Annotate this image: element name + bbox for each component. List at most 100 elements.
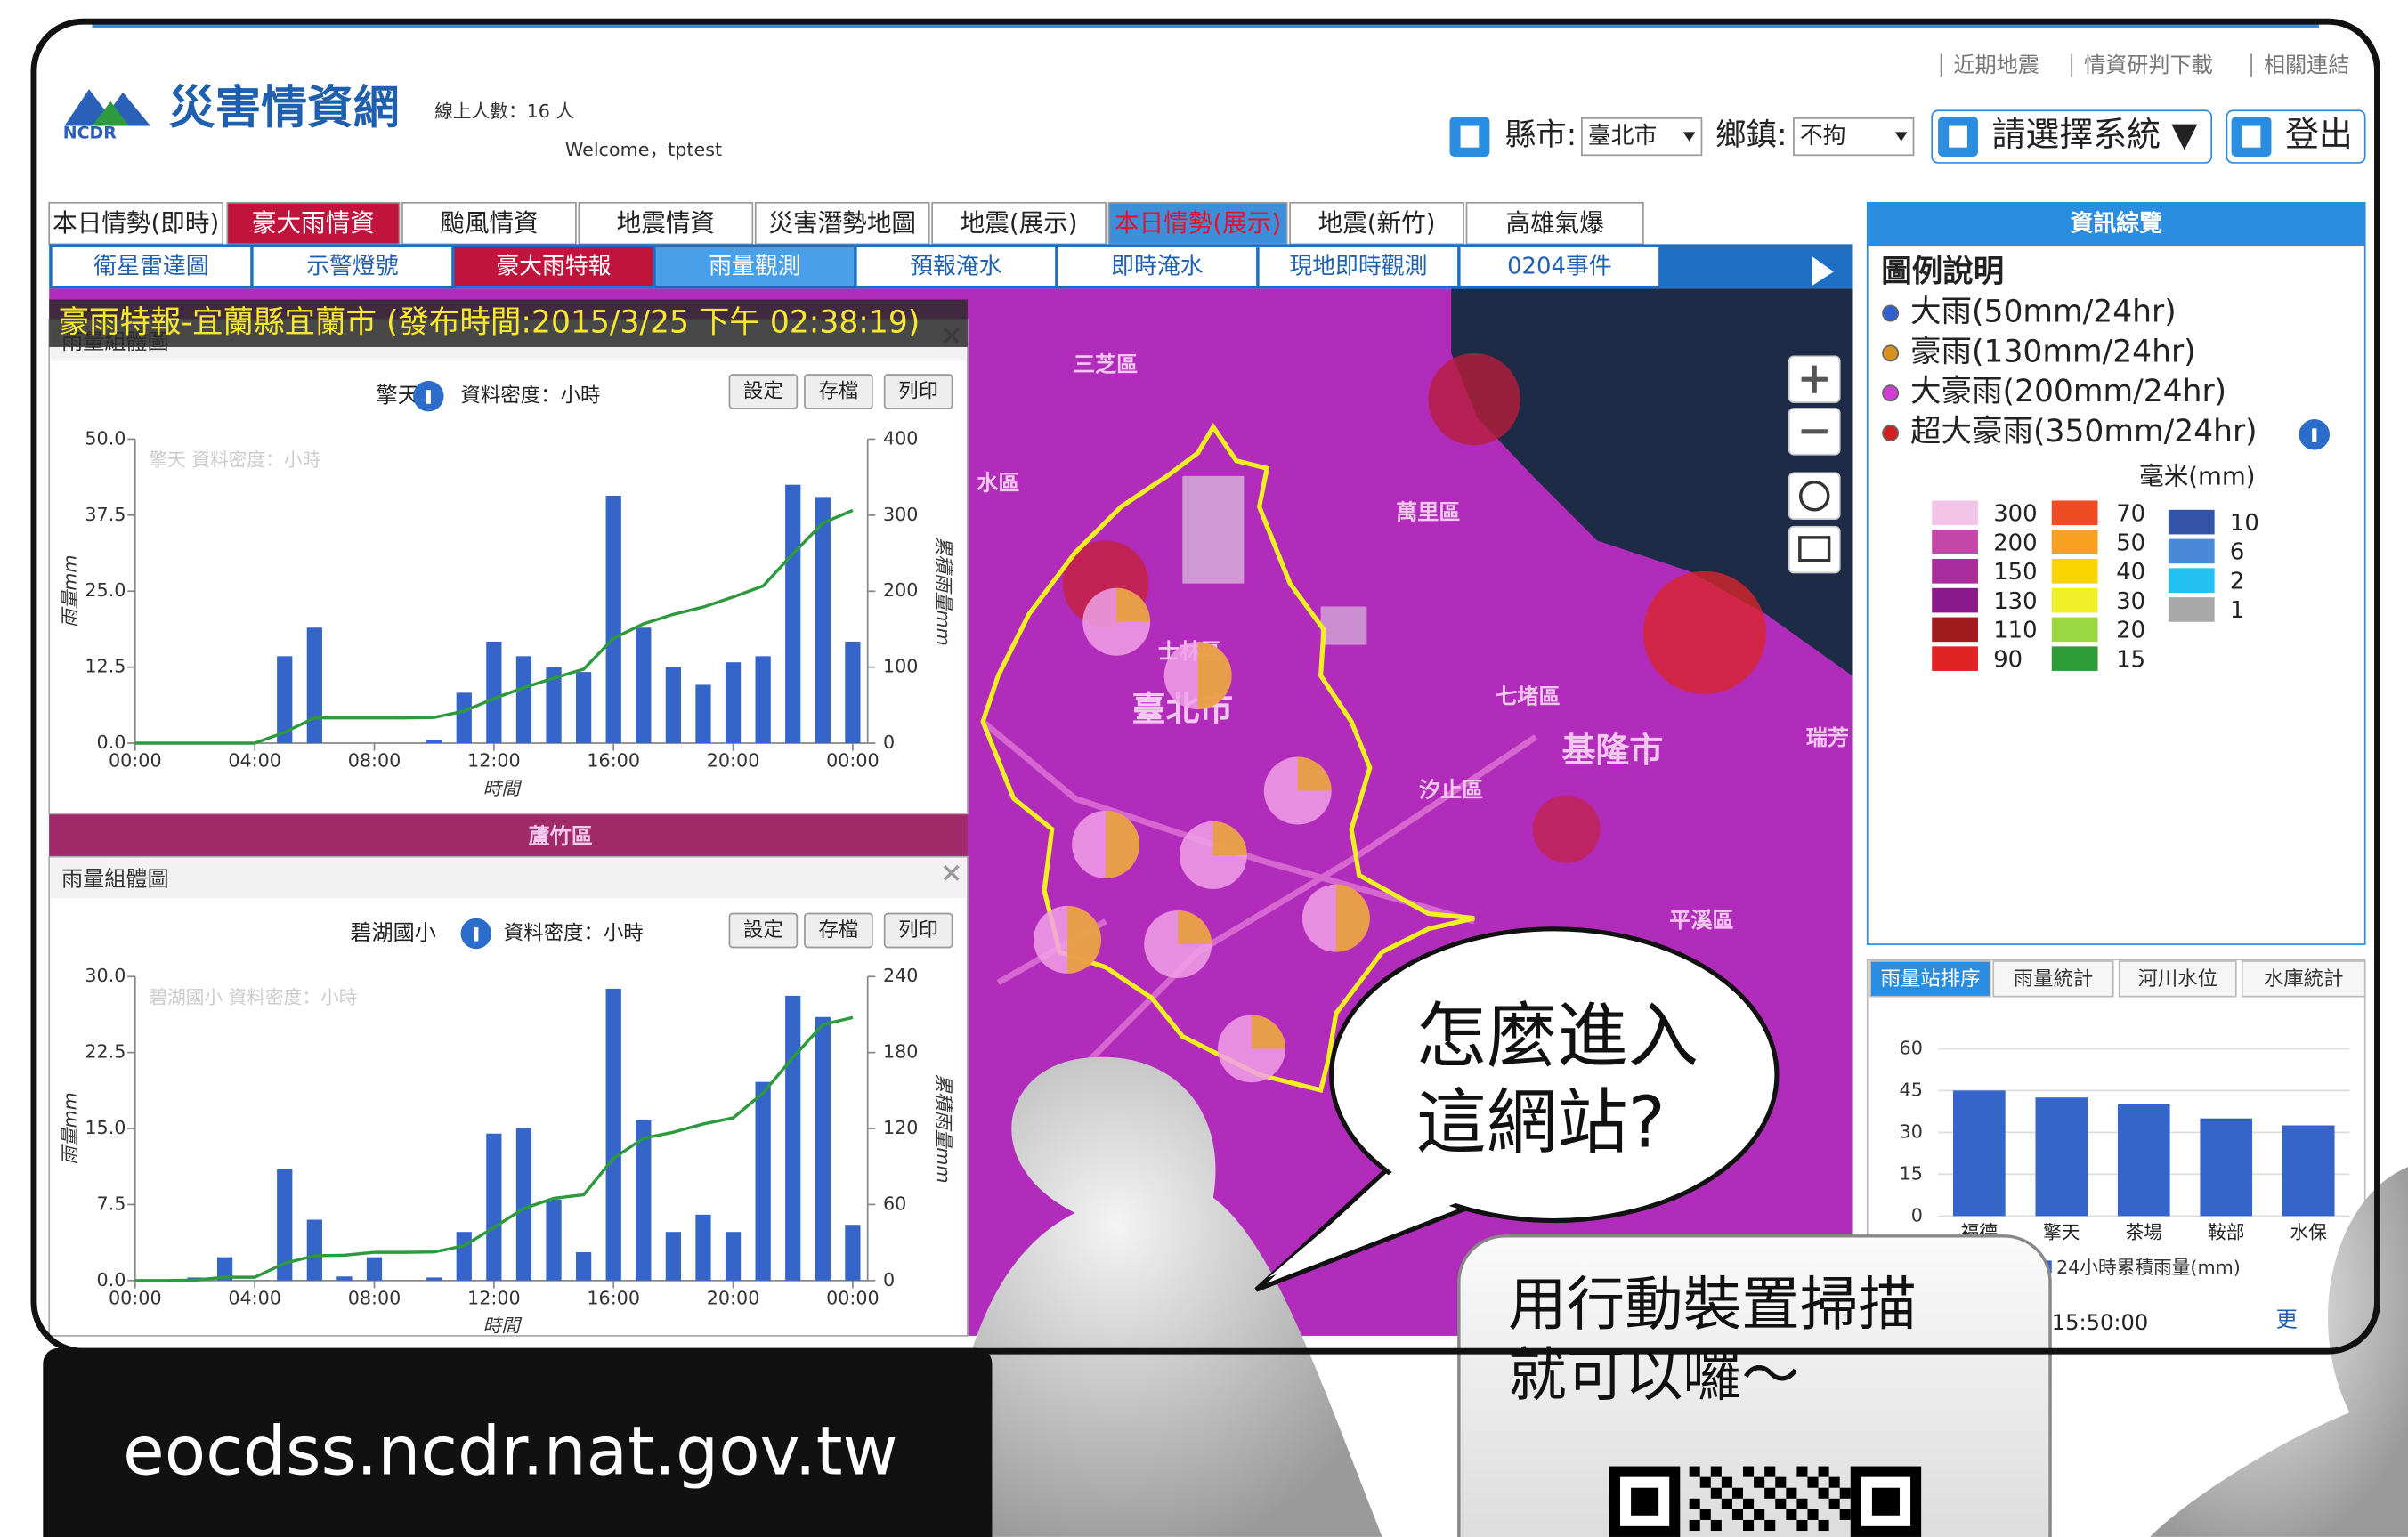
qr-module — [1764, 1467, 1775, 1477]
tab-label: 地震(新竹) — [1318, 208, 1436, 238]
qr-caption: 用行動裝置掃描 — [1508, 1271, 1917, 1339]
welcome: Welcome，tptest — [565, 139, 722, 160]
y-tick-label: 37.5 — [85, 504, 126, 525]
x-tick-label: 00:00 — [826, 1288, 880, 1309]
subtab-label: 雨量觀測 — [709, 254, 800, 280]
y-tick-label: 30 — [1900, 1120, 1923, 1142]
bar — [695, 684, 710, 743]
qr-module — [1711, 1488, 1722, 1499]
bar — [486, 642, 501, 743]
tab-label: 地震(展示) — [961, 208, 1078, 238]
bubble-text: 這網站? — [1416, 1080, 1666, 1163]
tab-label: 災害潛勢地圖 — [768, 208, 916, 238]
bar — [726, 662, 741, 743]
scale-label: 50 — [2116, 530, 2145, 556]
qr-module — [1743, 1467, 1754, 1477]
qr-module — [1743, 1499, 1754, 1509]
qr-module — [1722, 1499, 1732, 1509]
qr-module — [1775, 1477, 1786, 1488]
qr-module — [1690, 1499, 1700, 1509]
qr-module — [1819, 1520, 1829, 1531]
data-density: 資料密度：小時 — [504, 921, 644, 944]
qr-module — [1775, 1499, 1786, 1509]
bar — [1953, 1090, 2006, 1216]
rain-blob — [1643, 571, 1766, 694]
bar — [636, 627, 651, 743]
scale-swatch — [2052, 646, 2098, 671]
qr-module — [1732, 1509, 1743, 1520]
top-link[interactable]: 近期地震 — [1953, 53, 2039, 77]
scale-label: 300 — [1993, 500, 2037, 527]
qr-module — [1700, 1477, 1711, 1488]
map-label: 瑞芳 — [1806, 725, 1849, 750]
legend-label: 超大豪雨(350mm/24hr) — [1910, 414, 2258, 449]
button-icon-glyph — [1949, 126, 1967, 148]
scale-swatch — [2169, 597, 2215, 622]
bar — [307, 1220, 322, 1281]
bar — [2035, 1097, 2088, 1216]
data-density: 資料密度：小時 — [461, 384, 601, 408]
subtab-label: 示警燈號 — [306, 254, 398, 280]
info-icon-glyph — [2312, 428, 2316, 442]
scale-label: 70 — [2116, 500, 2145, 527]
station-tab-label: 水庫統計 — [2264, 967, 2344, 991]
map-label: 汐止區 — [1419, 778, 1483, 803]
button-icon-glyph — [2242, 126, 2261, 148]
x-tick-label: 00:00 — [109, 1288, 162, 1309]
bar — [516, 1128, 531, 1281]
scale-swatch — [1932, 646, 1978, 671]
qr-module — [1690, 1520, 1700, 1531]
x-tick-label: 茶場 — [2126, 1221, 2162, 1242]
y-tick-label: 25.0 — [85, 579, 126, 601]
x-tick-label: 擎天 — [2043, 1221, 2080, 1242]
qr-module — [1829, 1499, 1840, 1509]
legend-unit: 毫米(mm) — [2139, 462, 2255, 491]
panel-button-label: 列印 — [898, 379, 938, 402]
layers[interactable] — [1789, 527, 1840, 573]
station-name: 碧湖國小 — [350, 920, 436, 945]
panel-button-label: 存檔 — [819, 379, 859, 402]
y2-tick-label: 60 — [883, 1193, 906, 1214]
qr-module — [1840, 1509, 1851, 1520]
x-tick-label: 08:00 — [348, 750, 401, 772]
y2-tick-label: 200 — [883, 579, 919, 601]
top-link[interactable]: 情資研判下載 — [2084, 53, 2213, 77]
qr-module — [1786, 1509, 1796, 1520]
rain-blob — [1533, 796, 1601, 863]
top-link[interactable]: 相關連結 — [2264, 53, 2350, 77]
scale-swatch — [1932, 530, 1978, 554]
y-tick-label: 0 — [1911, 1204, 1923, 1226]
x-tick-label: 04:00 — [228, 1288, 281, 1309]
system-label: 請選擇系統 ▼ — [1991, 115, 2198, 154]
y2-tick-label: 0 — [883, 1269, 895, 1290]
bar — [576, 672, 591, 743]
qr-module — [1796, 1467, 1807, 1477]
scale-label: 150 — [1993, 559, 2037, 586]
x-tick-label: 00:00 — [109, 750, 162, 772]
qr-finder-core — [1631, 1488, 1658, 1516]
bar — [486, 1134, 501, 1281]
y2-axis-label: 累積雨量mm — [933, 537, 954, 646]
bar — [576, 1252, 591, 1281]
town-label: 鄉鎮: — [1715, 117, 1788, 153]
bar — [2282, 1126, 2335, 1217]
legend-dot — [1883, 345, 1898, 360]
locate[interactable] — [1789, 473, 1840, 519]
y2-tick-label: 100 — [883, 656, 919, 677]
scale-label: 6 — [2230, 539, 2244, 566]
legend-dot — [1883, 305, 1898, 320]
y-tick-label: 15.0 — [85, 1117, 126, 1138]
tab-label: 颱風情資 — [440, 208, 538, 238]
panel-button-label: 設定 — [743, 379, 783, 402]
bar — [785, 996, 800, 1281]
site-title: 災害情資網 — [169, 81, 400, 134]
bar — [695, 1215, 710, 1281]
subtab-label: 預報淹水 — [910, 254, 1002, 280]
bar — [636, 1120, 651, 1281]
more-link[interactable]: 更 — [2276, 1307, 2298, 1332]
page: 三芝區萬里區臺北市士林區七堵區基隆市汐止區平溪區新店區蘆竹區水區瑞芳NCDR災害… — [0, 0, 2408, 1537]
bar — [336, 1276, 352, 1281]
y2-tick-label: 300 — [883, 504, 919, 525]
x-axis-label: 時間 — [483, 778, 523, 799]
scale-label: 2 — [2230, 568, 2244, 595]
